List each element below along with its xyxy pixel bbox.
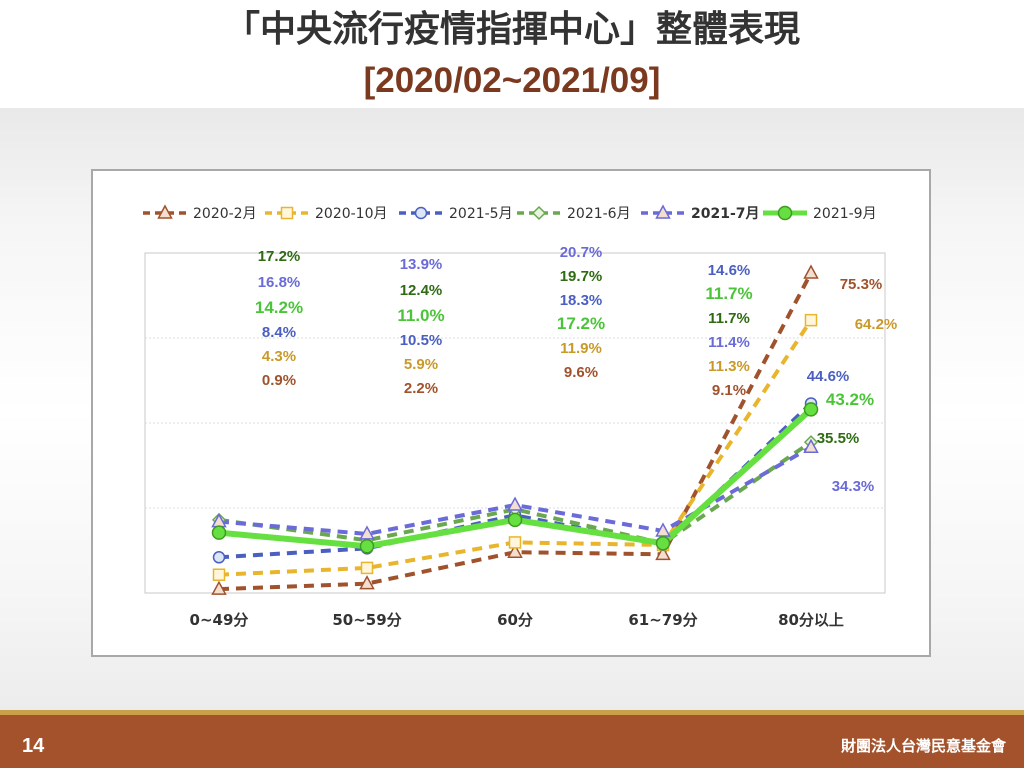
data-label-4: 4.3%	[262, 348, 296, 365]
series-point-2021-7-4	[803, 438, 819, 453]
x-tick-label-0: 0~49分	[190, 611, 249, 629]
data-label-21: 11.4%	[708, 334, 750, 351]
legend-label-2021-6: 2021-6月	[567, 206, 631, 222]
series-point-2021-9-0	[211, 525, 227, 540]
data-label-19: 11.7%	[705, 284, 752, 303]
series-point-2021-7-1	[359, 525, 375, 540]
data-label-14: 18.3%	[560, 292, 603, 309]
data-label-27: 43.2%	[826, 390, 874, 409]
series-point-2020-2-0	[211, 580, 227, 595]
slide-subtitle: [2020/02~2021/09]	[363, 61, 661, 100]
series-point-2020-2-3	[655, 545, 671, 561]
data-label-1: 16.8%	[258, 274, 301, 291]
x-tick-label-1: 50~59分	[332, 611, 401, 629]
data-label-28: 35.5%	[817, 430, 860, 447]
data-label-11: 2.2%	[404, 380, 438, 397]
series-point-2020-10-1	[360, 561, 374, 575]
series-point-2020-2-4	[803, 264, 819, 279]
legend-marker-2020-10	[280, 206, 294, 220]
footer-bar: 14 財團法人台灣民意基金會	[0, 710, 1024, 768]
series-point-2021-7-2	[507, 496, 523, 511]
data-label-7: 12.4%	[400, 282, 443, 299]
data-label-12: 20.7%	[560, 244, 603, 261]
legend-label-2020-10: 2020-10月	[315, 206, 388, 222]
legend-marker-2020-2	[157, 204, 173, 219]
series-point-2021-5-0	[212, 551, 226, 564]
data-label-5: 0.9%	[262, 372, 296, 389]
data-label-24: 75.3%	[840, 276, 883, 293]
chart-frame: 0~49分 50~59分 60分 61~79分 80分以上 17.2% 16.8% 14.2%…	[91, 169, 931, 657]
data-label-15: 17.2%	[557, 314, 605, 333]
x-tick-label-3: 61~79分	[628, 611, 697, 629]
series-point-2021-9-2	[507, 512, 523, 528]
data-label-25: 64.2%	[855, 316, 898, 333]
data-label-26: 44.6%	[807, 368, 850, 385]
data-label-10: 5.9%	[404, 356, 438, 373]
series-point-2021-7-3	[655, 522, 671, 537]
organization-name: 財團法人台灣民意基金會	[840, 737, 1006, 755]
series-point-2021-9-3	[655, 536, 671, 551]
data-label-9: 10.5%	[400, 332, 443, 349]
legend-label-2021-9: 2021-9月	[813, 206, 877, 222]
data-label-22: 11.3%	[708, 358, 750, 375]
legend-marker-2021-9	[777, 205, 793, 221]
data-label-16: 11.9%	[560, 340, 602, 357]
slide-title: 「中央流行疫情指揮中心」整體表現	[223, 9, 800, 50]
series-point-2020-10-0	[212, 568, 226, 581]
data-label-17: 9.6%	[564, 364, 598, 381]
x-tick-label-4: 80分以上	[778, 611, 844, 629]
data-label-2: 14.2%	[255, 298, 303, 317]
data-label-8: 11.0%	[397, 306, 444, 325]
series-point-2020-2-1	[359, 575, 375, 590]
series-point-2020-10-2	[508, 536, 522, 549]
series-point-2021-9-1	[359, 539, 375, 554]
legend-label-2020-2: 2020-2月	[193, 206, 257, 222]
data-label-23: 9.1%	[712, 382, 746, 399]
legend-marker-2021-7	[655, 204, 671, 219]
data-label-29: 34.3%	[832, 478, 875, 495]
data-label-20: 11.7%	[708, 310, 750, 327]
series-point-2020-2-2	[507, 543, 523, 558]
line-chart: 0~49分 50~59分 60分 61~79分 80分以上 17.2% 16.8% 14.2%…	[143, 204, 898, 629]
data-label-3: 8.4%	[262, 324, 296, 341]
data-label-0: 17.2%	[258, 248, 301, 265]
data-label-18: 14.6%	[708, 262, 751, 279]
legend-marker-2021-6	[531, 205, 547, 221]
series-line-2021-6	[218, 440, 813, 546]
data-label-13: 19.7%	[560, 268, 603, 285]
x-tick-label-2: 60分	[497, 611, 533, 629]
series-point-2020-10-4	[804, 313, 818, 327]
page-number: 14	[22, 735, 45, 757]
series-point-2021-9-4	[803, 402, 819, 417]
data-label-6: 13.9%	[400, 256, 443, 273]
legend-label-2021-7: 2021-7月	[691, 206, 760, 222]
legend-label-2021-5: 2021-5月	[449, 206, 513, 222]
legend-marker-2021-5	[414, 206, 428, 220]
series-line-2020-2	[218, 272, 813, 592]
